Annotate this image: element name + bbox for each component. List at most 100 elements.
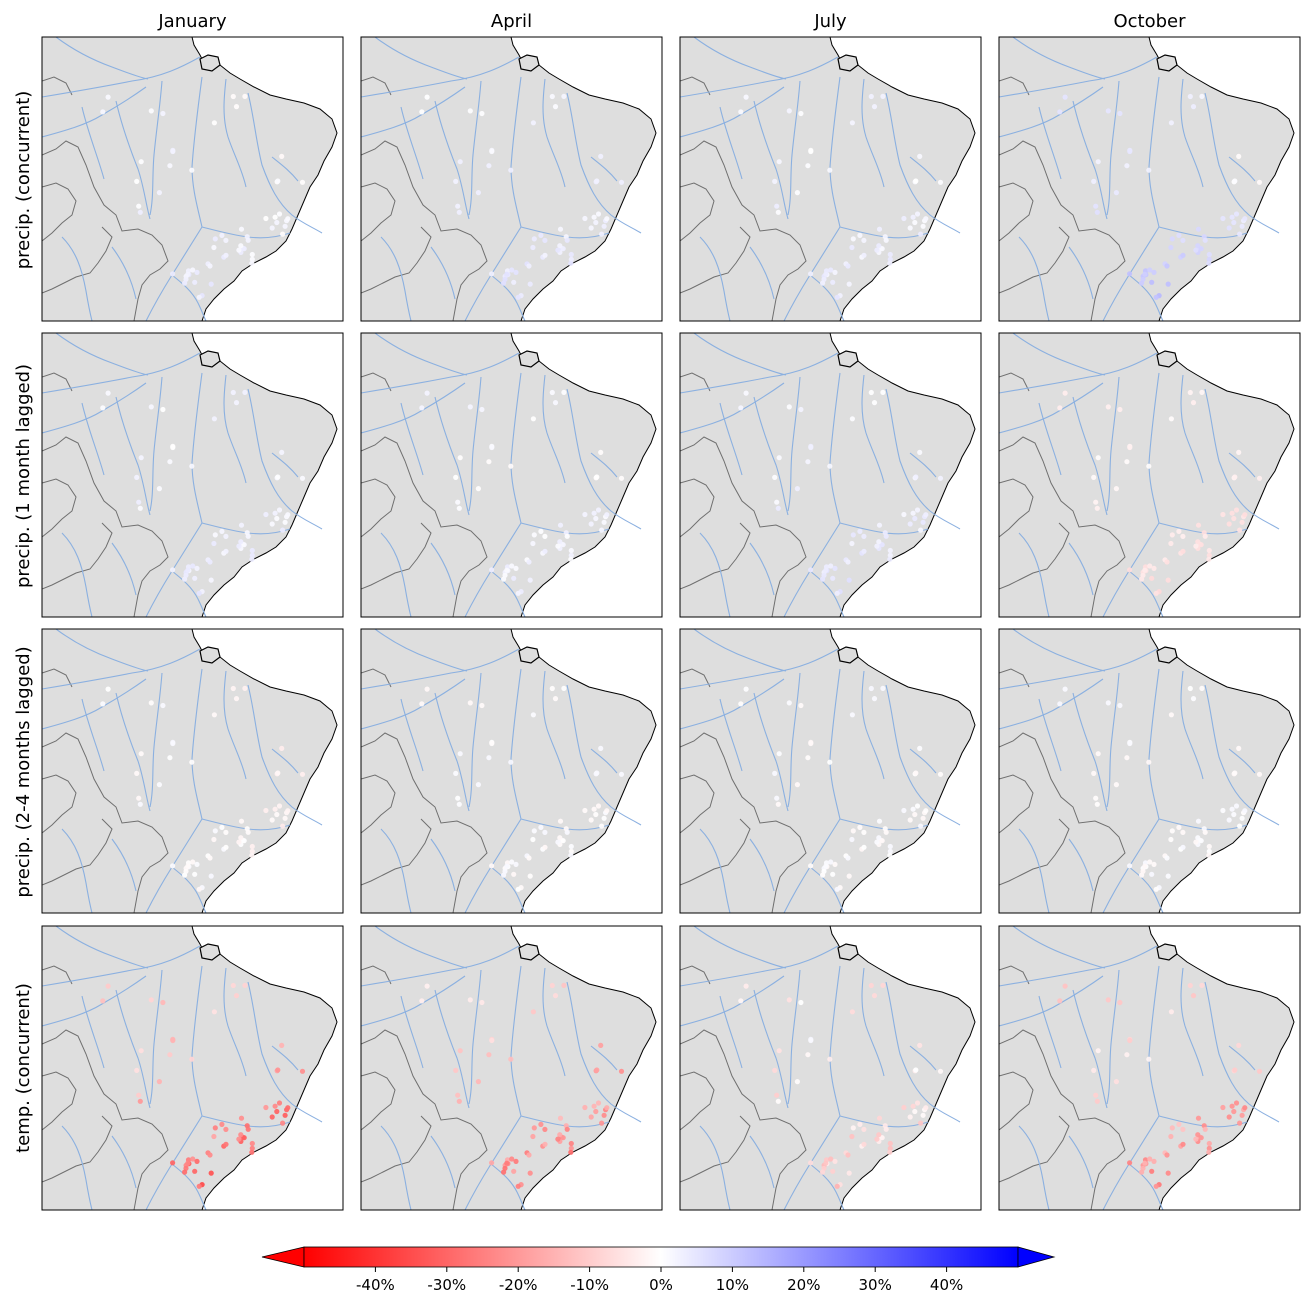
station-marker: [917, 449, 923, 455]
station-marker: [1091, 1067, 1097, 1073]
station-marker: [238, 243, 244, 249]
station-marker: [223, 533, 229, 539]
station-marker: [223, 1126, 229, 1132]
station-marker: [1105, 997, 1111, 1003]
station-marker: [263, 1104, 269, 1111]
station-marker: [100, 405, 106, 411]
station-marker: [189, 759, 195, 765]
station-marker: [1117, 406, 1123, 413]
station-marker: [861, 1141, 867, 1147]
station-marker: [185, 863, 191, 869]
station-marker: [880, 93, 886, 99]
station-marker: [530, 1009, 536, 1015]
station-marker: [249, 260, 255, 266]
station-marker: [511, 1168, 517, 1174]
station-marker: [511, 575, 517, 581]
station-marker: [542, 252, 548, 258]
colorbar-tick-label: -20%: [499, 1276, 538, 1294]
station-marker: [282, 519, 288, 525]
station-marker: [887, 1140, 893, 1147]
station-marker: [1146, 167, 1152, 173]
station-marker: [832, 565, 838, 571]
station-marker: [1127, 863, 1133, 869]
station-marker: [561, 93, 567, 99]
panel-frame: [41, 628, 344, 914]
station-marker: [743, 94, 749, 100]
map-panel-precip-2-4-months-lagged-january: [41, 628, 344, 914]
station-marker: [249, 552, 255, 558]
station-marker: [467, 997, 473, 1003]
station-marker: [604, 216, 610, 222]
station-marker: [786, 700, 792, 706]
station-marker: [230, 389, 236, 396]
station-marker: [1206, 256, 1212, 262]
station-marker: [1105, 404, 1111, 410]
station-marker: [1236, 1042, 1242, 1048]
station-marker: [263, 807, 269, 814]
column-title-july: July: [813, 11, 847, 32]
station-marker: [887, 1145, 893, 1151]
station-marker: [276, 803, 283, 809]
station-marker: [568, 1145, 574, 1151]
station-marker: [1105, 700, 1111, 706]
station-marker: [190, 563, 196, 569]
station-marker: [907, 1114, 913, 1120]
station-marker: [1195, 226, 1202, 232]
station-marker: [1169, 1125, 1175, 1131]
colorbar-tick-label: 0%: [649, 1276, 673, 1294]
station-marker: [299, 179, 306, 185]
station-marker: [148, 997, 154, 1003]
station-marker: [1229, 1103, 1235, 1109]
station-marker: [599, 823, 605, 829]
station-marker: [794, 1079, 800, 1085]
station-marker: [456, 1098, 462, 1104]
panel-frame: [360, 36, 663, 322]
station-marker: [593, 515, 599, 522]
station-marker: [219, 232, 225, 238]
station-marker: [887, 843, 893, 850]
station-marker: [299, 475, 306, 481]
station-marker: [192, 1168, 198, 1174]
station-marker: [280, 1120, 286, 1126]
station-marker: [1232, 474, 1238, 480]
station-marker: [772, 178, 778, 184]
station-marker: [542, 829, 548, 835]
station-marker: [808, 148, 814, 155]
station-marker: [1151, 269, 1157, 275]
row-label-precip-1-month-lagged: precip. (1 month lagged): [13, 364, 34, 588]
station-marker: [275, 474, 281, 480]
station-marker: [1231, 1108, 1237, 1115]
station-marker: [775, 1098, 781, 1104]
basemap: [42, 629, 343, 913]
station-marker: [526, 263, 532, 269]
station-marker: [272, 214, 278, 220]
station-marker: [275, 1067, 281, 1073]
station-marker: [914, 507, 921, 513]
station-marker: [557, 226, 564, 232]
station-marker: [557, 1115, 564, 1121]
station-marker: [887, 556, 893, 562]
station-marker: [527, 577, 533, 583]
station-marker: [920, 1112, 926, 1118]
station-marker: [1206, 251, 1212, 258]
station-marker: [236, 839, 242, 845]
station-marker: [156, 486, 162, 492]
station-marker: [182, 1169, 188, 1175]
station-marker: [568, 251, 574, 258]
station-marker: [189, 167, 195, 173]
station-marker: [274, 515, 280, 522]
map-panel-precip-2-4-months-lagged-july: [679, 628, 982, 914]
panel-frame: [360, 332, 663, 618]
basemap: [999, 37, 1300, 321]
station-marker: [827, 167, 833, 173]
station-marker: [530, 540, 536, 547]
panel-frame: [679, 628, 982, 914]
station-marker: [148, 700, 154, 706]
station-marker: [530, 120, 536, 126]
station-marker: [245, 237, 251, 243]
station-marker: [160, 110, 166, 117]
station-marker: [236, 543, 242, 549]
station-marker: [134, 1067, 140, 1073]
station-marker: [513, 1158, 519, 1164]
station-marker: [1147, 1156, 1153, 1162]
